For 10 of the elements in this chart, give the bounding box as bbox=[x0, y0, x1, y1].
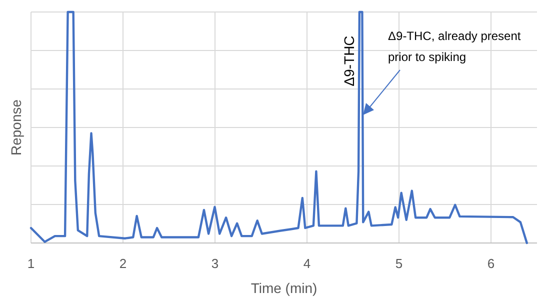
x-tick-label: 2 bbox=[119, 256, 127, 271]
x-axis-title: Time (min) bbox=[250, 280, 318, 296]
x-tick-label: 6 bbox=[487, 256, 495, 271]
x-tick-label: 1 bbox=[27, 256, 35, 271]
annotation: Δ9-THC bbox=[341, 36, 357, 86]
x-tick-label: 3 bbox=[211, 256, 219, 271]
annotation: Δ9-THC, already present prior to spiking bbox=[388, 29, 522, 64]
x-tick-label: 5 bbox=[395, 256, 403, 271]
x-tick-label: 4 bbox=[303, 256, 311, 271]
y-axis-title: Reponse bbox=[8, 99, 24, 156]
